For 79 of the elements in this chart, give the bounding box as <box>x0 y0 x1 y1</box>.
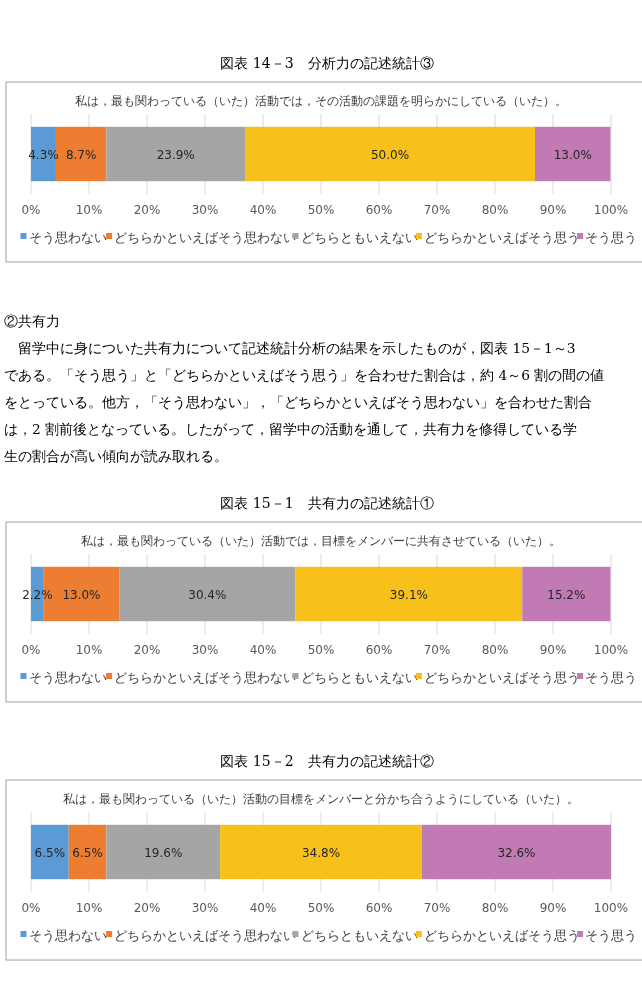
legend-label: どちらかといえばそう思う <box>423 670 580 685</box>
data-label: 34.8% <box>301 846 341 860</box>
data-label: 6.5% <box>72 846 103 860</box>
legend-label: そう思わない <box>28 928 107 943</box>
bar <box>245 126 536 182</box>
x-tick-label: 50% <box>307 901 335 915</box>
text: ②共有力 <box>4 313 60 329</box>
x-tick-label: 40% <box>249 643 277 657</box>
x-tick-label: 90% <box>539 203 567 217</box>
data-label: 50.0% <box>370 148 410 162</box>
x-tick-label: 80% <box>481 643 509 657</box>
x-tick-label: 70% <box>423 901 451 915</box>
bar <box>119 566 296 622</box>
bar <box>295 566 523 622</box>
x-tick-label: 100% <box>593 203 629 217</box>
x-tick-label: 80% <box>481 203 509 217</box>
data-label: 23.9% <box>156 148 195 162</box>
x-tick-label: 100% <box>593 643 629 657</box>
x-tick-label: 0% <box>21 643 41 657</box>
x-tick-label: 100% <box>593 901 629 915</box>
x-tick-label: 0% <box>21 901 41 915</box>
data-label: 19.6% <box>144 846 183 860</box>
bar <box>106 126 246 182</box>
x-tick-label: 50% <box>307 203 335 217</box>
data-label: 8.7% <box>65 148 97 162</box>
data-label: 13.0% <box>553 148 592 162</box>
chart-subtitle: 私は，最も関わっている（いた）活動では，目標をメンバーに共有させている（いた）。 <box>81 534 561 548</box>
x-tick-label: 60% <box>365 643 393 657</box>
x-tick-label: 90% <box>539 901 567 915</box>
x-tick-label: 30% <box>191 643 219 657</box>
bar <box>106 824 221 880</box>
x-tick-label: 20% <box>133 203 161 217</box>
data-label: 6.5% <box>34 846 66 860</box>
x-tick-label: 30% <box>191 901 219 915</box>
chart-title: 図表 15－1 共有力の記述統計① <box>220 495 434 511</box>
chart-title: 図表 15－2 共有力の記述統計② <box>220 753 434 769</box>
x-tick-label: 80% <box>481 901 509 915</box>
x-tick-label: 10% <box>75 901 103 915</box>
data-label: 15.2% <box>547 588 586 602</box>
bar <box>535 126 611 182</box>
x-tick-label: 0% <box>21 203 41 217</box>
x-tick-label: 10% <box>75 643 103 657</box>
bar <box>522 566 611 622</box>
legend-label: そう思う <box>585 230 638 245</box>
legend-label: そう思わない <box>28 670 107 685</box>
x-tick-label: 90% <box>539 643 567 657</box>
legend-label: そう思う <box>585 928 638 943</box>
x-tick-label: 70% <box>423 203 451 217</box>
x-tick-label: 20% <box>133 901 161 915</box>
legend-label: どちらかといえばそう思う <box>423 230 580 245</box>
x-tick-label: 40% <box>249 203 277 217</box>
legend-label: どちらかといえばそう思う <box>423 928 580 943</box>
chart-title: 図表 14－3 分析力の記述統計③ <box>220 55 434 71</box>
x-tick-label: 40% <box>249 901 277 915</box>
data-label: 2.2% <box>22 588 53 602</box>
bar <box>68 824 107 880</box>
legend-label: そう思う <box>585 670 638 685</box>
x-tick-label: 50% <box>307 643 335 657</box>
bar <box>31 824 69 880</box>
data-label: 32.6% <box>497 846 536 860</box>
data-label: 13.0% <box>62 588 101 602</box>
x-tick-label: 20% <box>133 643 161 657</box>
text: 留学中に身についた共有力について記述統計分析の結果を示したものが，図表 15－1～3 <box>4 340 576 356</box>
bar <box>220 824 422 880</box>
x-tick-label: 30% <box>191 203 219 217</box>
x-tick-label: 60% <box>365 901 393 915</box>
text: をとっている。他方，「そう思わない」，「どちらかといえばそう思わない」を合わせた割合 <box>4 394 592 410</box>
text: 生の割合が高い傾向が読み取れる。 <box>4 448 228 464</box>
data-label: 30.4% <box>188 588 227 602</box>
x-tick-label: 70% <box>423 643 451 657</box>
x-tick-label: 10% <box>75 203 103 217</box>
text: である。「そう思う」と「どちらかといえばそう思う」を合わせた割合は，約 4～6 割の間の値 <box>4 367 605 383</box>
bar <box>421 824 611 880</box>
legend-label: そう思わない <box>28 230 107 245</box>
chart-subtitle: 私は，最も関わっている（いた）活動では，その活動の課題を明らかにしている（いた）。 <box>75 94 567 108</box>
text: は，2 割前後となっている。したがって，留学中の活動を通して，共有力を修得している学 <box>4 421 578 437</box>
chart-subtitle: 私は，最も関わっている（いた）活動の目標をメンバーと分かち合うようにしている（いた）。 <box>63 792 579 806</box>
x-tick-label: 60% <box>365 203 393 217</box>
data-label: 39.1% <box>389 588 428 602</box>
